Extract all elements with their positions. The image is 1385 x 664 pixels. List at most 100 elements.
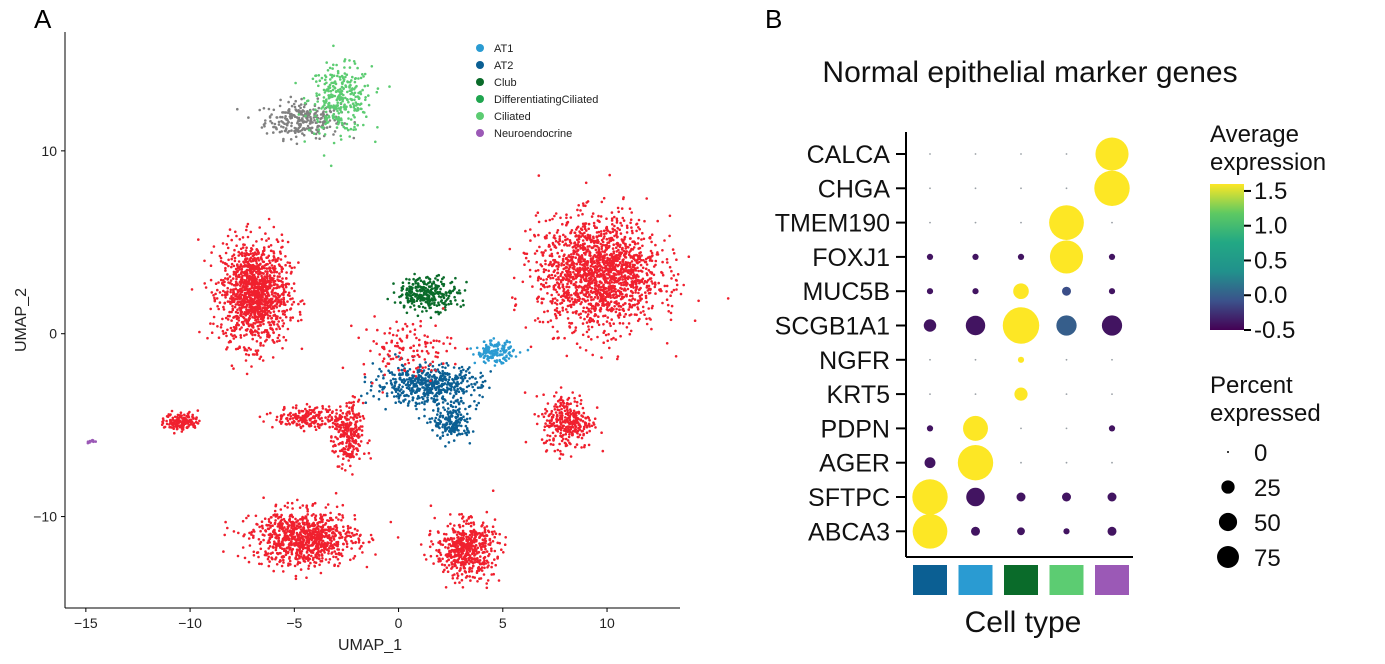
umap-point: [467, 430, 470, 433]
umap-point: [646, 256, 650, 260]
umap-point: [571, 246, 575, 249]
umap-point: [250, 272, 253, 275]
umap-point: [564, 308, 568, 311]
umap-point: [418, 402, 421, 405]
umap-point: [568, 244, 571, 247]
umap-point: [241, 236, 245, 239]
umap-point: [609, 270, 612, 274]
umap-point: [246, 222, 250, 226]
umap-point: [618, 312, 621, 315]
umap-point: [439, 419, 442, 423]
umap-point: [593, 224, 596, 227]
umap-point: [442, 388, 445, 392]
umap-point: [495, 360, 499, 364]
umap-point: [466, 379, 469, 383]
umap-point: [586, 245, 590, 248]
umap-point: [589, 310, 593, 314]
umap-point: [477, 353, 481, 356]
umap-point: [579, 275, 583, 278]
umap-point: [411, 390, 415, 393]
umap-point: [402, 304, 406, 308]
umap-point: [236, 283, 239, 286]
umap-point: [436, 278, 440, 282]
umap-point: [411, 283, 415, 286]
umap-point: [605, 248, 608, 251]
umap-point: [315, 128, 318, 131]
umap-point: [234, 280, 238, 284]
umap-point: [314, 111, 318, 115]
umap-point: [255, 248, 258, 252]
umap-point: [322, 88, 326, 92]
umap-point: [471, 385, 475, 389]
umap-point: [245, 333, 248, 336]
umap-point: [470, 375, 474, 379]
umap-point: [453, 295, 456, 299]
umap-point: [550, 254, 554, 258]
umap-point: [282, 296, 286, 300]
umap-point: [586, 283, 590, 286]
umap-point: [602, 294, 605, 298]
umap-point: [546, 285, 549, 289]
umap-point: [621, 267, 625, 271]
umap-point: [251, 252, 255, 255]
umap-point: [630, 260, 634, 263]
umap-point: [603, 329, 606, 333]
umap-point: [619, 281, 623, 285]
umap-point: [647, 307, 650, 310]
umap-point: [266, 256, 270, 259]
umap-point: [552, 287, 556, 291]
umap-point: [364, 96, 367, 99]
umap-point: [323, 91, 327, 94]
umap-point: [337, 95, 340, 98]
umap-point: [233, 305, 237, 309]
umap-point: [566, 282, 569, 286]
umap-point: [259, 287, 263, 291]
umap-point: [610, 236, 614, 240]
umap-point: [583, 317, 586, 321]
umap-point: [282, 289, 286, 293]
umap-point: [626, 270, 629, 274]
umap-point: [606, 301, 610, 304]
umap-point: [561, 294, 564, 298]
umap-point: [337, 115, 340, 119]
umap-point: [265, 330, 269, 334]
umap-point: [324, 115, 327, 118]
umap-point: [292, 282, 296, 285]
umap-point: [289, 138, 293, 141]
umap-point: [624, 255, 627, 259]
umap-point: [549, 260, 552, 264]
umap-point: [239, 336, 243, 339]
umap-point: [576, 208, 579, 212]
umap-point: [644, 257, 648, 261]
umap-point: [465, 385, 469, 389]
umap-point: [599, 295, 603, 299]
umap-point: [644, 267, 648, 271]
umap-point: [282, 288, 286, 291]
umap-point: [555, 231, 559, 234]
umap-point: [671, 248, 675, 251]
umap-point: [458, 411, 461, 414]
umap-point: [597, 303, 600, 307]
umap-point: [249, 309, 252, 312]
umap-point: [237, 250, 240, 254]
umap-point: [397, 355, 400, 358]
umap-point: [452, 439, 456, 442]
umap-point: [325, 61, 329, 64]
umap-point: [500, 353, 503, 356]
umap-point: [276, 259, 279, 263]
umap-point: [223, 301, 226, 305]
umap-point: [228, 300, 232, 304]
umap-point: [562, 277, 566, 280]
umap-point: [272, 225, 276, 229]
umap-point: [631, 231, 634, 235]
umap-point: [265, 312, 269, 315]
umap-point: [608, 292, 612, 296]
umap-point: [624, 263, 628, 267]
umap-point: [583, 279, 587, 283]
umap-point: [245, 228, 248, 232]
umap-point: [629, 218, 633, 221]
umap-point: [356, 66, 359, 70]
umap-point: [415, 402, 419, 406]
umap-point: [638, 279, 642, 282]
umap-point: [592, 290, 596, 294]
